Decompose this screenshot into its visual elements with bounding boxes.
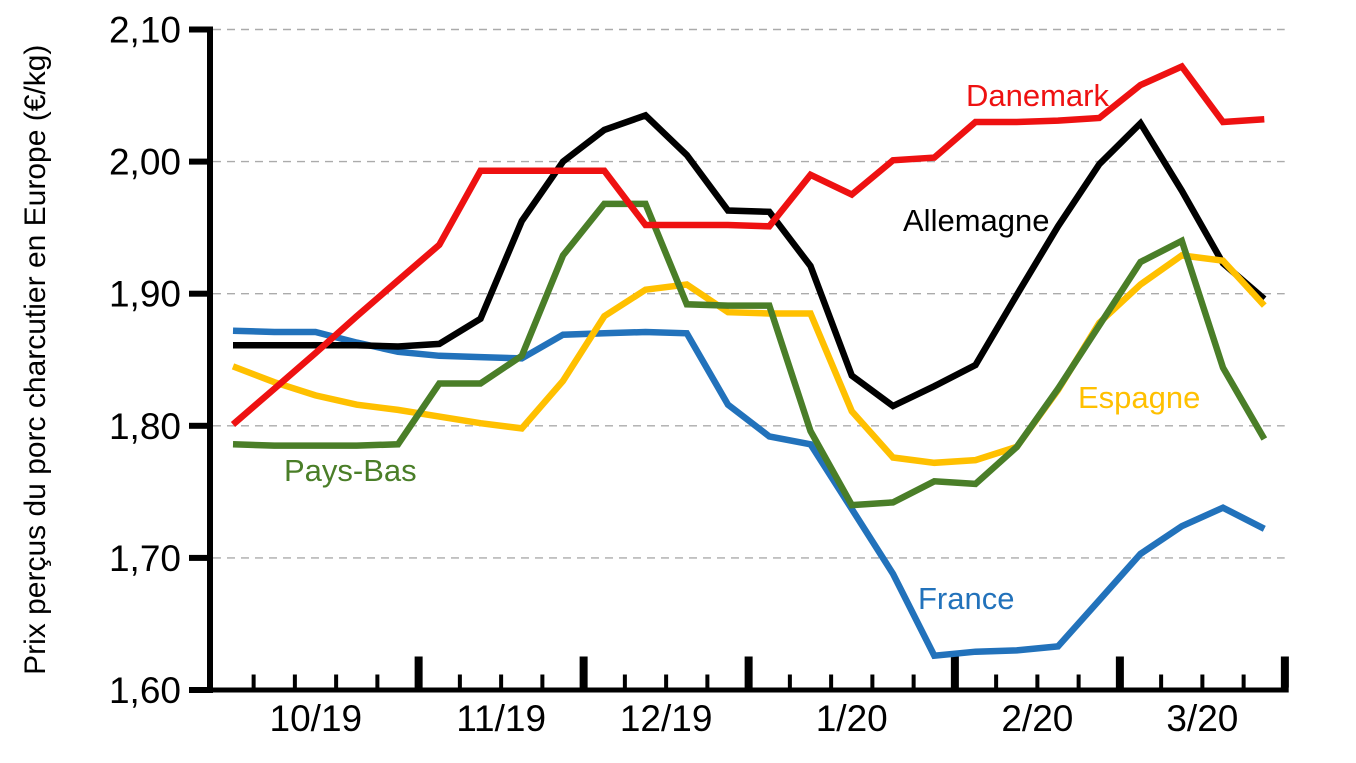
y-tick-label-2,00: 2,00 bbox=[109, 142, 181, 183]
x-month-label-2/20: 2/20 bbox=[1001, 698, 1073, 739]
x-month-label-1/20: 1/20 bbox=[816, 698, 888, 739]
series-line-danemark bbox=[230, 62, 1265, 427]
x-month-label-12/19: 12/19 bbox=[620, 698, 713, 739]
week-tick bbox=[870, 674, 875, 688]
y-tick-label-1,60: 1,60 bbox=[109, 670, 181, 711]
week-tick bbox=[622, 674, 627, 688]
x-axis-line bbox=[207, 687, 1289, 693]
series-line-france bbox=[232, 327, 1266, 660]
y-tick-label-1,90: 1,90 bbox=[109, 274, 181, 315]
week-tick bbox=[1035, 674, 1040, 688]
week-tick bbox=[994, 674, 999, 688]
series-label-danemark: Danemark bbox=[966, 78, 1109, 113]
week-tick bbox=[664, 674, 669, 688]
y-tick-2,10 bbox=[189, 26, 207, 33]
week-tick bbox=[1076, 674, 1081, 688]
week-tick bbox=[1159, 674, 1164, 688]
series-label-allemagne: Allemagne bbox=[903, 203, 1049, 238]
month-tick bbox=[950, 656, 959, 688]
y-axis-line bbox=[207, 26, 213, 693]
series-line-allemagne bbox=[233, 111, 1267, 410]
series-label-pays-bas: Pays-Bas bbox=[284, 453, 417, 488]
x-month-label-10/19: 10/19 bbox=[270, 698, 363, 739]
y-tick-1,70 bbox=[189, 554, 207, 561]
month-tick bbox=[1280, 656, 1289, 688]
y-axis-title: Prix perçus du porc charcutier en Europe… bbox=[19, 45, 52, 675]
week-tick bbox=[1241, 674, 1246, 688]
week-tick bbox=[540, 674, 545, 688]
month-tick bbox=[414, 656, 423, 688]
month-tick bbox=[1115, 656, 1124, 688]
series-label-espagne: Espagne bbox=[1078, 380, 1200, 415]
month-tick bbox=[744, 656, 753, 688]
x-month-label-11/19: 11/19 bbox=[456, 698, 546, 739]
series-line-pays-bas bbox=[232, 200, 1268, 509]
week-tick bbox=[375, 674, 380, 688]
week-tick bbox=[1200, 674, 1205, 688]
week-tick bbox=[499, 674, 504, 688]
y-tick-label-1,80: 1,80 bbox=[109, 406, 181, 447]
week-tick bbox=[787, 674, 792, 688]
y-tick-label-2,10: 2,10 bbox=[109, 10, 181, 51]
y-tick-1,60 bbox=[189, 687, 207, 693]
series-label-france: France bbox=[918, 581, 1014, 616]
y-tick-1,90 bbox=[189, 290, 207, 297]
week-tick bbox=[251, 674, 256, 688]
y-tick-2,00 bbox=[189, 158, 207, 165]
week-tick bbox=[911, 674, 916, 688]
y-tick-1,80 bbox=[189, 422, 207, 429]
week-tick bbox=[705, 674, 710, 688]
x-month-label-3/20: 3/20 bbox=[1166, 698, 1238, 739]
y-tick-label-1,70: 1,70 bbox=[109, 538, 181, 579]
week-tick bbox=[829, 674, 834, 688]
week-tick bbox=[292, 674, 297, 688]
week-tick bbox=[334, 674, 339, 688]
week-tick bbox=[457, 674, 462, 688]
month-tick bbox=[579, 656, 588, 688]
